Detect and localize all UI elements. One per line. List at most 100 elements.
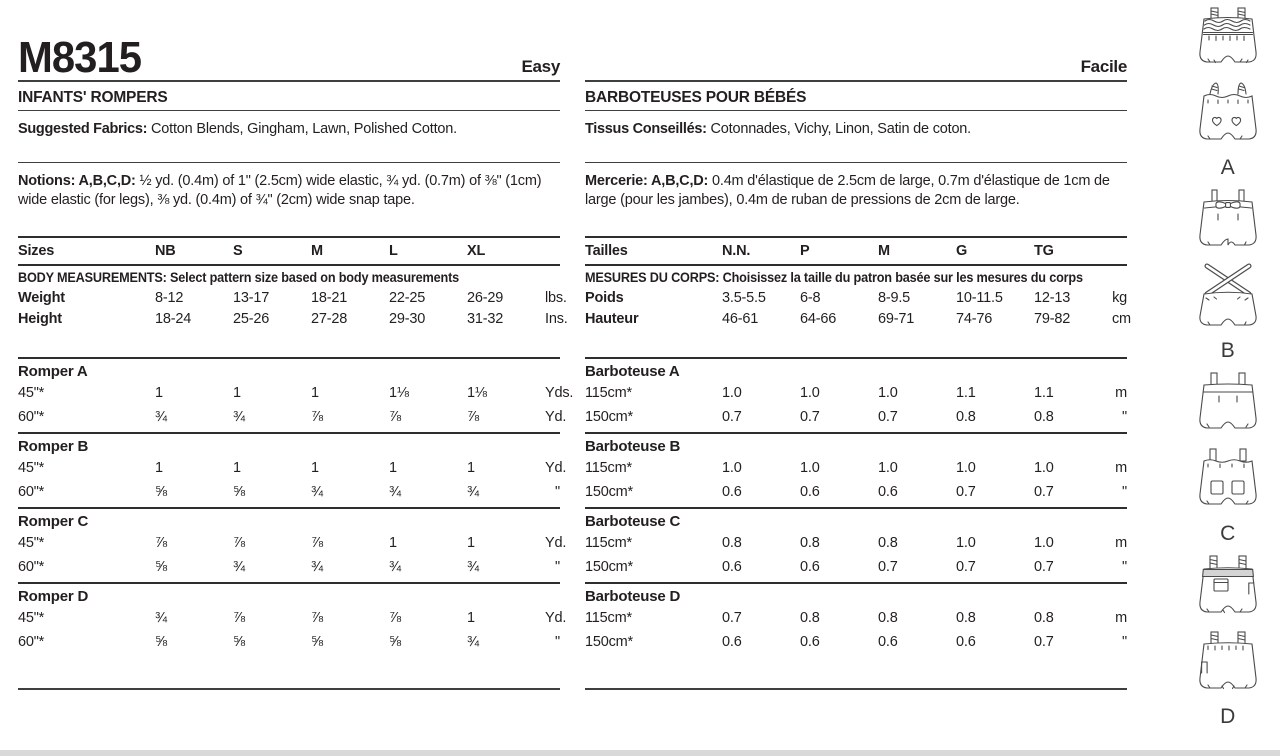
divider: [585, 688, 1127, 690]
cell: 1.0: [956, 460, 976, 476]
cell: 0.7: [1034, 559, 1054, 575]
romper-d-front-illustration: [1199, 555, 1257, 614]
notions-text-fr: 0.4m d'élastique de 2.5cm de large, 0.7m…: [585, 173, 1110, 208]
view-group-c: C: [1192, 370, 1264, 546]
col-header: M: [878, 243, 890, 259]
garment-title-en: INFANTS' ROMPERS: [18, 82, 560, 111]
cell: 18-24: [155, 311, 192, 327]
size-table-fr: Tailles N.N. P M G TG MESURES DU CORPS: …: [585, 236, 1131, 330]
garment-name: Romper A: [18, 363, 88, 380]
cell: 0.8: [878, 610, 898, 626]
cell: 0.8: [1034, 409, 1054, 425]
view-group-b: B: [1192, 187, 1264, 363]
view-label-a: A: [1220, 156, 1236, 179]
unit-cell: Yd.: [545, 460, 567, 476]
col-header: G: [956, 243, 968, 259]
cell: 0.6: [800, 634, 820, 650]
cell: 0.7: [1034, 484, 1054, 500]
size-table-en: Sizes NB S M L XL BODY MEASUREMENTS: Sel…: [18, 236, 568, 330]
table-row-hauteur: Hauteur 46-61 64-66 69-71 74-76 79-82 cm: [585, 309, 1131, 330]
romper-a-front-illustration: [1199, 7, 1257, 64]
cell: 1.0: [878, 460, 898, 476]
cell: 0.7: [800, 409, 820, 425]
fabrics-text-fr: Cotonnades, Vichy, Linon, Satin de coton…: [706, 121, 972, 137]
unit-cell: Yds.: [545, 385, 574, 401]
cell: 0.6: [722, 484, 742, 500]
cell: 46-61: [722, 311, 759, 327]
cell: ⅞: [389, 409, 401, 425]
cell: ⅞: [233, 535, 245, 551]
cell: 1: [467, 535, 475, 551]
unit-cell: lbs.: [545, 290, 567, 306]
romper-d-back-illustration: [1199, 631, 1257, 690]
cell: 1: [467, 460, 475, 476]
cell: 1: [155, 460, 163, 476]
cell: 64-66: [800, 311, 837, 327]
col-header: Tailles: [585, 243, 628, 259]
unit-cell: ": [1122, 559, 1127, 575]
unit-cell: ": [555, 559, 560, 575]
cell: 0.8: [956, 610, 976, 626]
romper-b-back-illustration: [1199, 263, 1257, 326]
scan-edge-strip: [0, 750, 1280, 756]
unit-cell: ": [1122, 634, 1127, 650]
cell: 18-21: [311, 290, 348, 306]
cell: 1: [389, 460, 397, 476]
cell: 26-29: [467, 290, 504, 306]
garment-name: Barboteuse B: [585, 438, 681, 455]
cell: ¾: [233, 559, 245, 575]
unit-cell: m: [1115, 460, 1127, 476]
cell: ⅞: [155, 535, 167, 551]
yardage-block-romper-c: Romper C 45"* ⅞ ⅞ ⅞ 1 1 Yd. 60"* ⅝ ¾ ¾ ¾…: [18, 507, 566, 582]
col-header-unit: [545, 241, 560, 262]
cell: 0.6: [878, 634, 898, 650]
table-row: 115cm* 1.0 1.0 1.0 1.1 1.1 m: [585, 381, 1127, 405]
table-row: 150cm* 0.6 0.6 0.6 0.6 0.7 ": [585, 630, 1127, 654]
cell: ⅝: [155, 484, 167, 500]
cell: 1⅛: [389, 385, 409, 401]
cell: ⅝: [155, 634, 167, 650]
cell: 0.7: [722, 610, 742, 626]
cell: 0.8: [1034, 610, 1054, 626]
cell: 74-76: [956, 311, 993, 327]
table-row: 45"* 1 1 1 1 1 Yd.: [18, 456, 566, 480]
unit-cell: Yd.: [545, 409, 567, 425]
table-row: 45"* 1 1 1 1⅛ 1⅛ Yds.: [18, 381, 573, 405]
cell: ¾: [155, 610, 167, 626]
cell: 1.1: [956, 385, 976, 401]
cell: 0.6: [722, 559, 742, 575]
body-measurements-note-fr: MESURES DU CORPS: Choisissez la taille d…: [585, 270, 1083, 285]
cell: 0.7: [956, 559, 976, 575]
cell: 1.0: [800, 385, 820, 401]
row-label: Weight: [18, 290, 65, 306]
cell: 0.6: [722, 634, 742, 650]
width-label: 60"*: [18, 409, 45, 425]
cell: 1: [311, 385, 319, 401]
garment-name: Barboteuse D: [585, 588, 681, 605]
table-row: 150cm* 0.6 0.6 0.6 0.7 0.7 ": [585, 480, 1127, 504]
cell: ⅞: [311, 610, 323, 626]
width-label: 45"*: [18, 385, 45, 401]
english-column: M8315 Easy INFANTS' ROMPERS Suggested Fa…: [18, 33, 573, 690]
table-row: 60"* ⅝ ¾ ¾ ¾ ¾ ": [18, 555, 560, 579]
cell: ¾: [467, 559, 479, 575]
cell: 0.6: [956, 634, 976, 650]
romper-b-front-illustration: [1199, 189, 1257, 246]
pattern-number: M8315: [18, 33, 142, 82]
cell: 1: [155, 385, 163, 401]
cell: 0.6: [800, 484, 820, 500]
masthead-fr: Facile: [585, 36, 1127, 82]
col-header: P: [800, 243, 810, 259]
notions-label-en: Notions: A,B,C,D:: [18, 173, 136, 189]
cell: ¾: [233, 409, 245, 425]
yardage-table-en: Romper A 45"* 1 1 1 1⅛ 1⅛ Yds. 60"* ¾ ¾ …: [18, 357, 573, 657]
cell: 0.8: [722, 535, 742, 551]
cell: 0.7: [878, 409, 898, 425]
width-label: 60"*: [18, 559, 45, 575]
yardage-block-barboteuse-d: Barboteuse D 115cm* 0.7 0.8 0.8 0.8 0.8 …: [585, 582, 1127, 657]
fabrics-text-en: Cotton Blends, Gingham, Lawn, Polished C…: [147, 121, 457, 137]
cell: 0.8: [800, 610, 820, 626]
cell: 0.8: [800, 535, 820, 551]
cell: 0.7: [878, 559, 898, 575]
cell: 1: [467, 610, 475, 626]
